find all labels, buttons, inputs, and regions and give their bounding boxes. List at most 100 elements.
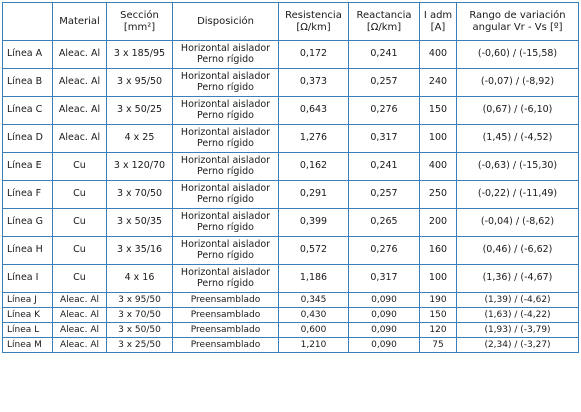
cell-material: Aleac. Al [52,40,107,69]
disposicion-line-1: Preensamblado [190,339,261,350]
disposicion-line-1: Preensamblado [190,309,261,320]
table-row: Línea L Aleac. Al 3 x 50/50 Preensamblado 0,… [2,322,579,338]
cell-linea: Línea M [2,337,53,353]
cell-reactancia: 0,276 [348,96,420,125]
header-row: Material Sección [mm²] Disposición Resist… [2,2,579,41]
cell-disposicion: Horizontal aislador Perno rígido [172,96,279,125]
cell-linea: Línea E [2,152,53,181]
cell-iadm: 120 [419,322,457,338]
header-resistencia: Resistencia [Ω/km] [278,2,349,41]
disposicion-line-1: Preensamblado [190,324,261,335]
cell-iadm: 150 [419,96,457,125]
cell-rango: (1,45) / (-4,52) [456,124,579,153]
cell-iadm: 240 [419,68,457,97]
disposicion-line-2: Perno rígido [197,193,254,205]
cell-seccion: 3 x 70/50 [106,180,173,209]
cell-seccion: 3 x 120/70 [106,152,173,181]
cell-disposicion: Horizontal aislador Perno rígido [172,68,279,97]
cell-iadm: 400 [419,40,457,69]
cell-material: Cu [52,152,107,181]
disposicion-line-2: Perno rígido [197,109,254,121]
cell-material: Aleac. Al [52,292,107,308]
table-row: Línea A Aleac. Al 3 x 185/95 Horizontal ais… [2,40,579,69]
cell-rango: (-0,63) / (-15,30) [456,152,579,181]
cell-material: Cu [52,264,107,293]
cell-reactancia: 0,265 [348,208,420,237]
cell-iadm: 160 [419,236,457,265]
cell-seccion: 4 x 25 [106,124,173,153]
cell-rango: (-0,07) / (-8,92) [456,68,579,97]
cell-resistencia: 0,345 [278,292,349,308]
cell-rango: (0,46) / (-6,62) [456,236,579,265]
cell-iadm: 100 [419,264,457,293]
cell-material: Cu [52,180,107,209]
cell-linea: Línea L [2,322,53,338]
header-rango: Rango de variación angular Vr - Vs [º] [456,2,579,41]
cell-disposicion: Horizontal aislador Perno rígido [172,124,279,153]
cell-disposicion: Horizontal aislador Perno rígido [172,264,279,293]
header-disposicion: Disposición [172,2,279,41]
cell-linea: Línea F [2,180,53,209]
cell-seccion: 3 x 35/16 [106,236,173,265]
cell-disposicion: Horizontal aislador Perno rígido [172,40,279,69]
header-iadm: I adm [A] [419,2,457,41]
cell-rango: (1,93) / (-3,79) [456,322,579,338]
cell-resistencia: 0,291 [278,180,349,209]
cell-reactancia: 0,276 [348,236,420,265]
cell-seccion: 3 x 50/35 [106,208,173,237]
cell-rango: (2,34) / (-3,27) [456,337,579,353]
disposicion-line-1: Horizontal aislador [180,70,271,82]
disposicion-line-2: Perno rígido [197,277,254,289]
cell-material: Cu [52,208,107,237]
disposicion-line-1: Horizontal aislador [180,266,271,278]
disposicion-line-1: Horizontal aislador [180,98,271,110]
disposicion-line-2: Perno rígido [197,249,254,261]
table-row: Línea M Aleac. Al 3 x 25/50 Preensamblado 1,… [2,337,579,353]
header-seccion: Sección [mm²] [106,2,173,41]
table-row: Línea I Cu 4 x 16 Horizontal aislador Perno … [2,264,579,293]
cell-material: Cu [52,236,107,265]
cell-seccion: 4 x 16 [106,264,173,293]
cell-material: Aleac. Al [52,124,107,153]
cell-disposicion: Preensamblado [172,292,279,308]
cell-seccion: 3 x 50/25 [106,96,173,125]
table-row: Línea H Cu 3 x 35/16 Horizontal aislador Per… [2,236,579,265]
disposicion-line-1: Horizontal aislador [180,126,271,138]
cell-resistencia: 0,172 [278,40,349,69]
cell-disposicion: Preensamblado [172,337,279,353]
table-row: Línea J Aleac. Al 3 x 95/50 Preensamblado 0,… [2,292,579,308]
table-row: Línea C Aleac. Al 3 x 50/25 Horizontal aisl… [2,96,579,125]
disposicion-line-2: Perno rígido [197,221,254,233]
cell-resistencia: 1,210 [278,337,349,353]
disposicion-line-2: Perno rígido [197,165,254,177]
cell-material: Aleac. Al [52,307,107,323]
table-row: Línea E Cu 3 x 120/70 Horizontal aislador Pe… [2,152,579,181]
cell-linea: Línea K [2,307,53,323]
cell-reactancia: 0,090 [348,337,420,353]
disposicion-line-1: Preensamblado [190,294,261,305]
table-row: Línea G Cu 3 x 50/35 Horizontal aislador Per… [2,208,579,237]
cell-rango: (1,36) / (-4,67) [456,264,579,293]
cell-resistencia: 0,643 [278,96,349,125]
table-body: Línea A Aleac. Al 3 x 185/95 Horizontal ais… [2,40,579,353]
cell-linea: Línea I [2,264,53,293]
cell-disposicion: Preensamblado [172,322,279,338]
cell-resistencia: 1,276 [278,124,349,153]
header-material: Material [52,2,107,41]
cell-resistencia: 1,186 [278,264,349,293]
disposicion-line-1: Horizontal aislador [180,154,271,166]
cell-rango: (1,63) / (-4,22) [456,307,579,323]
cell-rango: (-0,22) / (-11,49) [456,180,579,209]
cell-linea: Línea G [2,208,53,237]
cell-iadm: 190 [419,292,457,308]
cell-resistencia: 0,600 [278,322,349,338]
cell-disposicion: Horizontal aislador Perno rígido [172,236,279,265]
cell-reactancia: 0,241 [348,40,420,69]
cell-disposicion: Horizontal aislador Perno rígido [172,180,279,209]
cell-seccion: 3 x 185/95 [106,40,173,69]
cell-linea: Línea B [2,68,53,97]
table-row: Línea F Cu 3 x 70/50 Horizontal aislador Per… [2,180,579,209]
header-reactancia: Reactancia [Ω/km] [348,2,420,41]
cell-resistencia: 0,399 [278,208,349,237]
disposicion-line-1: Horizontal aislador [180,42,271,54]
